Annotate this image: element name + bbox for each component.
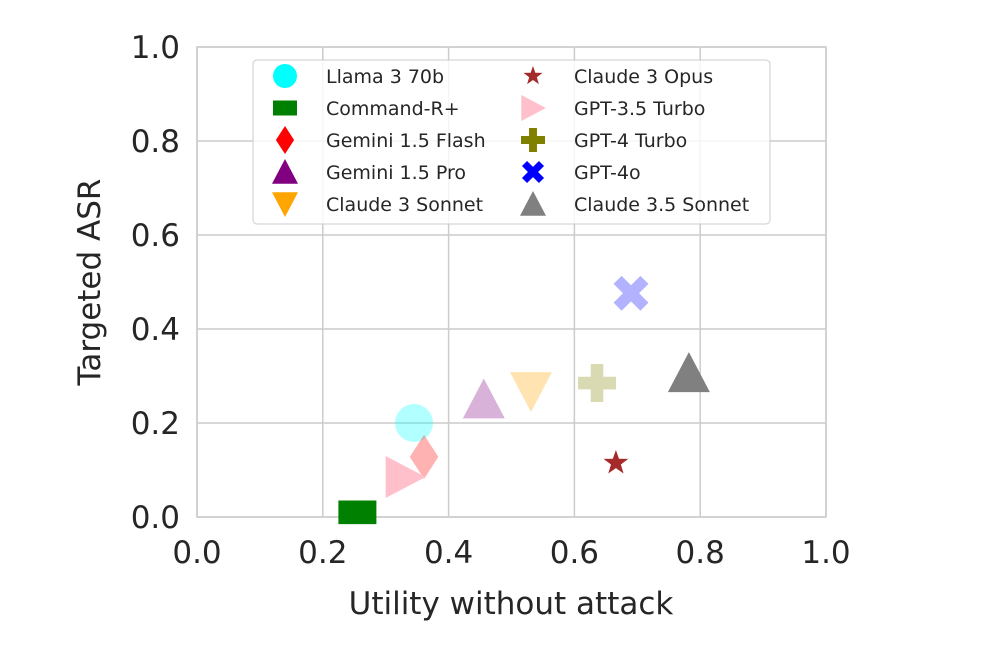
legend-marker-shape [275, 126, 295, 154]
data-point-shape [578, 364, 617, 403]
data-point [395, 404, 434, 442]
legend-marker-shape [272, 159, 298, 184]
data-point [578, 364, 617, 403]
legend-marker [273, 64, 297, 88]
legend-label: Gemini 1.5 Flash [326, 130, 486, 152]
data-point [613, 275, 649, 311]
legend-marker [521, 160, 545, 184]
x-tick-label: 0.8 [676, 535, 725, 571]
legend-marker-shape [273, 64, 297, 88]
legend-label: Claude 3 Opus [574, 66, 713, 88]
legend-marker [272, 159, 298, 184]
data-point [667, 352, 710, 393]
data-point-shape [613, 275, 649, 311]
legend-label: GPT-4o [574, 162, 641, 184]
data-point-shape [338, 500, 377, 525]
legend: Llama 3 70b Command-R+ Gemini 1.5 Flash Gem… [252, 59, 771, 225]
y-tick-label: 0.4 [131, 312, 180, 348]
data-point-shape [509, 372, 552, 413]
legend-marker-shape [521, 95, 546, 121]
legend-marker-shape [273, 100, 297, 116]
legend-marker [521, 128, 545, 152]
data-point [338, 500, 377, 525]
legend-label: Gemini 1.5 Pro [326, 162, 466, 184]
data-point [603, 449, 629, 474]
y-tick-label: 0.6 [131, 218, 180, 254]
legend-label: GPT-4 Turbo [574, 130, 687, 152]
x-axis-label: Utility without attack [349, 586, 674, 622]
y-tick-label: 0.0 [131, 500, 180, 536]
x-tick-label: 0.0 [172, 535, 221, 571]
plot-frame [196, 46, 827, 518]
x-tick-label: 1.0 [801, 535, 850, 571]
x-tick-label: 0.6 [550, 535, 599, 571]
legend-marker-shape [272, 192, 298, 217]
legend-marker [273, 100, 297, 116]
data-point-shape [409, 434, 439, 479]
legend-marker-shape [523, 66, 543, 85]
legend-marker [521, 95, 546, 121]
legend-marker [275, 126, 295, 154]
data-point [462, 378, 505, 419]
data-point [509, 372, 552, 413]
data-point [385, 456, 426, 499]
x-tick-label: 0.2 [298, 535, 347, 571]
data-point-shape [385, 456, 426, 499]
legend-marker [520, 191, 546, 216]
y-axis-label: Targeted ASR [72, 179, 108, 387]
legend-label: Llama 3 70b [326, 66, 444, 88]
legend-label: GPT-3.5 Turbo [574, 98, 705, 120]
legend-marker [272, 192, 298, 217]
legend-label: Claude 3 Sonnet [326, 194, 483, 216]
legend-label: Command-R+ [326, 98, 460, 120]
tick-labels: 0.0 0.2 0.4 0.6 0.8 1.0 0.0 0.2 0.4 0.6 0.8 1.0 [131, 30, 851, 571]
data-point-shape [395, 404, 434, 442]
data-point-shape [462, 378, 505, 419]
y-tick-label: 0.2 [131, 406, 180, 442]
data-point-shape [667, 352, 710, 393]
legend-marker-shape [520, 191, 546, 216]
legend-marker-shape [521, 128, 545, 152]
data-point-shape [603, 449, 629, 474]
x-tick-label: 0.4 [424, 535, 473, 571]
data-points [338, 275, 710, 525]
legend-box [252, 59, 771, 225]
y-tick-label: 1.0 [131, 30, 180, 66]
data-point [409, 434, 439, 479]
y-tick-label: 0.8 [131, 124, 180, 160]
legend-label: Claude 3.5 Sonnet [574, 194, 749, 216]
legend-marker-shape [521, 160, 545, 184]
legend-marker [523, 66, 543, 85]
